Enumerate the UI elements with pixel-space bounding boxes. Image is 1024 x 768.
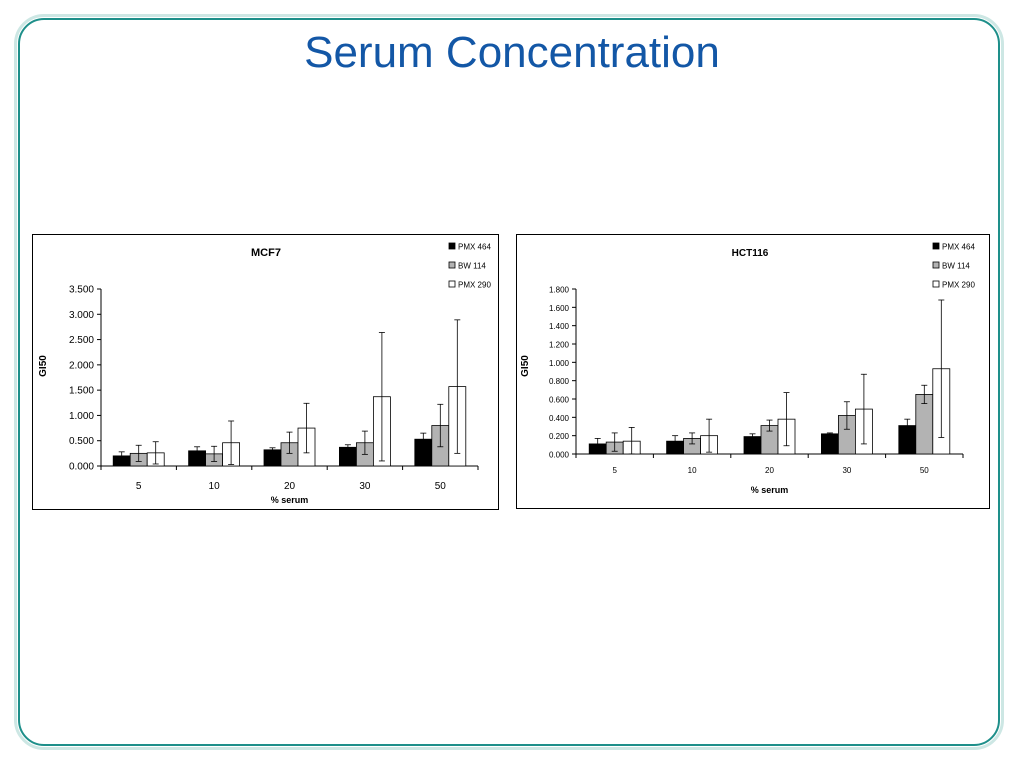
mcf7-category-label: 20 xyxy=(284,481,296,492)
mcf7-y-tick-label: 0.000 xyxy=(69,462,94,473)
mcf7-category-label: 10 xyxy=(209,481,221,492)
hct116-y-tick-label: 1.800 xyxy=(549,286,570,295)
mcf7-legend-label: PMX 464 xyxy=(458,243,491,252)
mcf7-legend-swatch xyxy=(448,280,456,288)
hct116-y-tick-label: 0.400 xyxy=(549,414,570,423)
slide-outer-frame xyxy=(14,14,1004,750)
mcf7-legend-swatch xyxy=(448,261,456,269)
hct116-category-label: 20 xyxy=(765,466,774,475)
hct116-y-tick-label: 0.200 xyxy=(549,432,570,441)
mcf7-category-label: 50 xyxy=(435,481,447,492)
mcf7-y-tick-label: 2.500 xyxy=(69,335,94,346)
hct116-category-label: 10 xyxy=(688,466,697,475)
hct116-legend-swatch xyxy=(932,242,940,250)
hct116-y-label: GI50 xyxy=(520,355,531,377)
hct116-y-tick-label: 0.600 xyxy=(549,396,570,405)
hct116-y-tick-label: 1.400 xyxy=(549,322,570,331)
slide-title: Serum Concentration xyxy=(304,28,720,77)
hct116-y-tick-label: 1.600 xyxy=(549,304,570,313)
mcf7-y-tick-label: 3.000 xyxy=(69,310,94,321)
hct116-bar xyxy=(820,433,839,455)
mcf7-y-tick-label: 3.500 xyxy=(69,285,94,296)
hct116-legend-label: PMX 290 xyxy=(942,281,975,290)
chart-mcf7-svg: MCF7 PMX 464 BW 114 PMX 290 0.000 0.500 1.000 1… xyxy=(38,242,491,506)
hct116-y-tick-label: 0.000 xyxy=(549,451,570,460)
mcf7-category-label: 30 xyxy=(359,481,371,492)
mcf7-y-tick-label: 2.000 xyxy=(69,360,94,371)
hct116-category-label: 30 xyxy=(842,466,851,475)
mcf7-y-tick-label: 1.500 xyxy=(69,386,94,397)
hct116-category-label: 5 xyxy=(612,466,617,475)
mcf7-bar xyxy=(263,449,282,467)
mcf7-y-tick-label: 1.000 xyxy=(69,411,94,422)
hct116-legend-swatch xyxy=(932,280,940,288)
hct116-legend-label: BW 114 xyxy=(942,262,970,271)
hct116-y-tick-label: 1.000 xyxy=(549,359,570,368)
mcf7-category-label: 5 xyxy=(136,481,142,492)
mcf7-x-label: % serum xyxy=(271,495,309,505)
hct116-x-label: % serum xyxy=(751,485,789,495)
mcf7-y-label: GI50 xyxy=(38,355,49,377)
hct116-chart-title: HCT116 xyxy=(732,248,769,259)
mcf7-legend-label: PMX 290 xyxy=(458,281,491,290)
hct116-legend-label: PMX 464 xyxy=(942,243,975,252)
chart-mcf7: MCF7 PMX 464 BW 114 PMX 290 0.000 0.500 1.000 1… xyxy=(32,234,499,510)
mcf7-chart-title: MCF7 xyxy=(251,247,281,259)
hct116-y-tick-label: 1.200 xyxy=(549,341,570,350)
chart-hct116: HCT116 PMX 464 BW 114 PMX 290 0.000 0.200 0.40… xyxy=(516,234,990,509)
hct116-category-label: 50 xyxy=(920,466,929,475)
chart-hct116-svg: HCT116 PMX 464 BW 114 PMX 290 0.000 0.200 0.40… xyxy=(520,242,975,496)
hct116-y-tick-label: 0.800 xyxy=(549,377,570,386)
hct116-legend-swatch xyxy=(932,261,940,269)
mcf7-legend-swatch xyxy=(448,242,456,250)
mcf7-legend-label: BW 114 xyxy=(458,262,486,271)
mcf7-y-tick-label: 0.500 xyxy=(69,436,94,447)
